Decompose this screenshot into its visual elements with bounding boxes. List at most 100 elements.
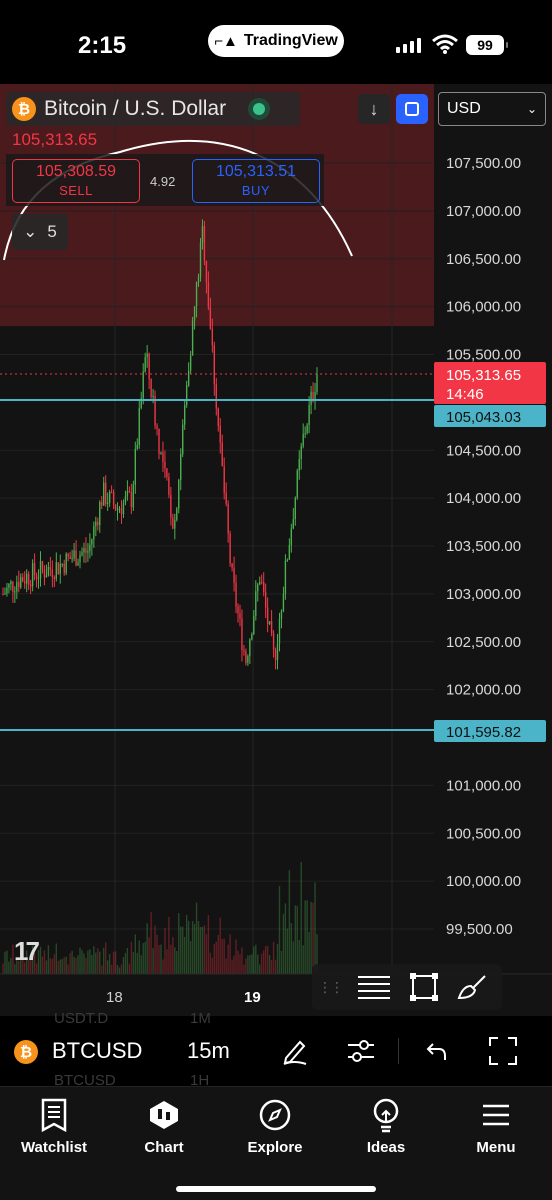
volume-bar [41,956,44,974]
volume-bar [83,953,85,974]
volume-bar [35,963,38,974]
indicators-collapse-button[interactable]: ⌄ 5 [12,214,68,250]
volume-bar [213,944,216,974]
chart-pane[interactable]: 107,500.00 107,000.00 106,500.00 106,000.00… [0,84,552,1016]
candle-body [154,396,156,426]
ghost-interval-2: 1H [190,1072,210,1089]
volume-bar [85,957,87,974]
tradingview-pill[interactable]: ⌐▲ TradingView [208,25,344,57]
candle-body [71,558,73,560]
candle-body [53,577,56,579]
volume-bar [20,948,22,974]
lines-tool-button[interactable] [356,969,392,1005]
ghost-symbol-1: USDT.D [54,1010,109,1027]
volume-bar [264,946,267,974]
volume-bar [316,934,318,974]
volume-bar [251,954,253,974]
nav-chart-label: Chart [144,1139,184,1156]
candle-body [24,581,26,584]
tradingview-logo-icon: ⌐▲ [214,32,238,50]
nav-watchlist[interactable]: Watchlist [4,1095,104,1156]
brush-tool-button[interactable] [456,969,492,1005]
price-axis-label: 102,000.00 [446,682,521,699]
candle-body [288,545,291,560]
volume-bar [294,905,296,974]
candle-body [227,503,229,534]
volume-bar [126,947,129,974]
candle-body [178,479,180,509]
nav-chart[interactable]: Chart [114,1095,214,1156]
candle-body [16,581,18,592]
square-toggle-button[interactable] [396,94,428,124]
candle-body [264,592,267,608]
line-2-price-tag [434,720,546,742]
candle-body [75,550,77,566]
volume-bar [156,934,158,974]
market-status-icon[interactable] [248,98,271,120]
sell-button[interactable]: 105,308.59 SELL [12,159,140,203]
volume-bar [150,912,152,974]
drawing-toolbar: ⋮⋮ [312,964,502,1010]
volume-bar [296,905,298,974]
candle-body [14,591,16,593]
rectangle-tool-button[interactable] [406,969,442,1005]
candle-body [207,282,210,308]
buy-button[interactable]: 105,313.51 BUY [192,159,320,203]
volume-bar [10,957,12,974]
candle-body [195,282,198,307]
candle-body [45,575,48,578]
volume-bar [99,951,101,974]
candle-body [142,371,144,399]
battery-icon: 99 [466,35,508,55]
symbol-legend[interactable]: ₿ Bitcoin / U.S. Dollar [6,92,300,126]
volume-bar [160,944,162,974]
volume-bar [37,950,40,974]
nav-ideas[interactable]: Ideas [336,1095,436,1156]
candle-body [156,425,158,429]
candle-body [132,484,135,508]
volume-bar [298,939,300,974]
candle-body [245,651,247,663]
price-axis[interactable]: 107,500.00 107,000.00 106,500.00 106,000.00… [446,155,521,938]
candle-body [237,606,239,614]
price-chart[interactable]: 107,500.00 107,000.00 106,500.00 106,000.00… [0,84,552,1016]
currency-select[interactable]: USD ⌄ [438,92,546,126]
symbol-ticker-button[interactable]: BTCUSD [52,1038,143,1063]
candle-body [138,408,140,445]
volume-bar [33,953,36,974]
candle-body [262,582,265,593]
candle-body [104,482,107,505]
volume-bar [276,944,279,974]
volume-bar [122,957,125,974]
candle-body [95,521,97,527]
nav-explore[interactable]: Explore [225,1095,325,1156]
volume-bar [308,932,310,974]
volume-bar [12,944,14,974]
volume-bar [39,946,42,974]
volume-bar [205,934,208,974]
volume-bar [97,948,99,974]
price-axis-label: 104,000.00 [446,490,521,507]
arrow-down-button[interactable]: ↓ [358,94,390,124]
candle-body [249,639,251,657]
price-axis-label: 100,500.00 [446,825,521,842]
volume-bar [114,951,117,974]
volume-bar [253,946,255,974]
indicators-settings-button[interactable] [344,1034,378,1068]
indicators-count: 5 [47,222,57,241]
candle-body [205,260,208,283]
interval-button[interactable]: 15m [187,1038,230,1063]
volume-bar [16,957,18,974]
price-axis-label: 104,500.00 [446,442,521,459]
volume-bar [152,947,154,974]
volume-bar [203,925,206,974]
volume-bar [312,902,314,974]
nav-menu[interactable]: Menu [446,1095,546,1156]
undo-button[interactable] [420,1034,454,1068]
fullscreen-button[interactable] [486,1034,520,1068]
drawing-tools-button[interactable] [278,1034,312,1068]
drag-handle-icon[interactable]: ⋮⋮ [318,978,344,995]
price-axis-label: 106,500.00 [446,251,521,268]
candle-body [57,562,59,575]
volume-bar [280,950,283,974]
